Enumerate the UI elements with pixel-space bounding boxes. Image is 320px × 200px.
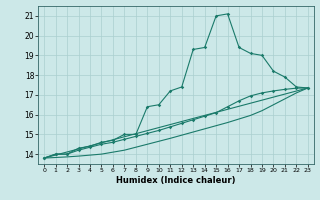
X-axis label: Humidex (Indice chaleur): Humidex (Indice chaleur) [116, 176, 236, 185]
